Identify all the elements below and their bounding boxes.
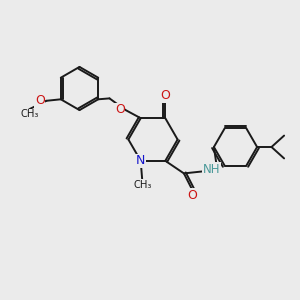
Text: O: O xyxy=(115,103,124,116)
Text: CH₃: CH₃ xyxy=(133,180,152,190)
Text: O: O xyxy=(35,94,45,107)
Text: N: N xyxy=(136,154,146,167)
Text: O: O xyxy=(160,89,170,102)
Text: O: O xyxy=(188,189,197,202)
Text: CH₃: CH₃ xyxy=(20,109,38,119)
Text: NH: NH xyxy=(203,163,220,176)
